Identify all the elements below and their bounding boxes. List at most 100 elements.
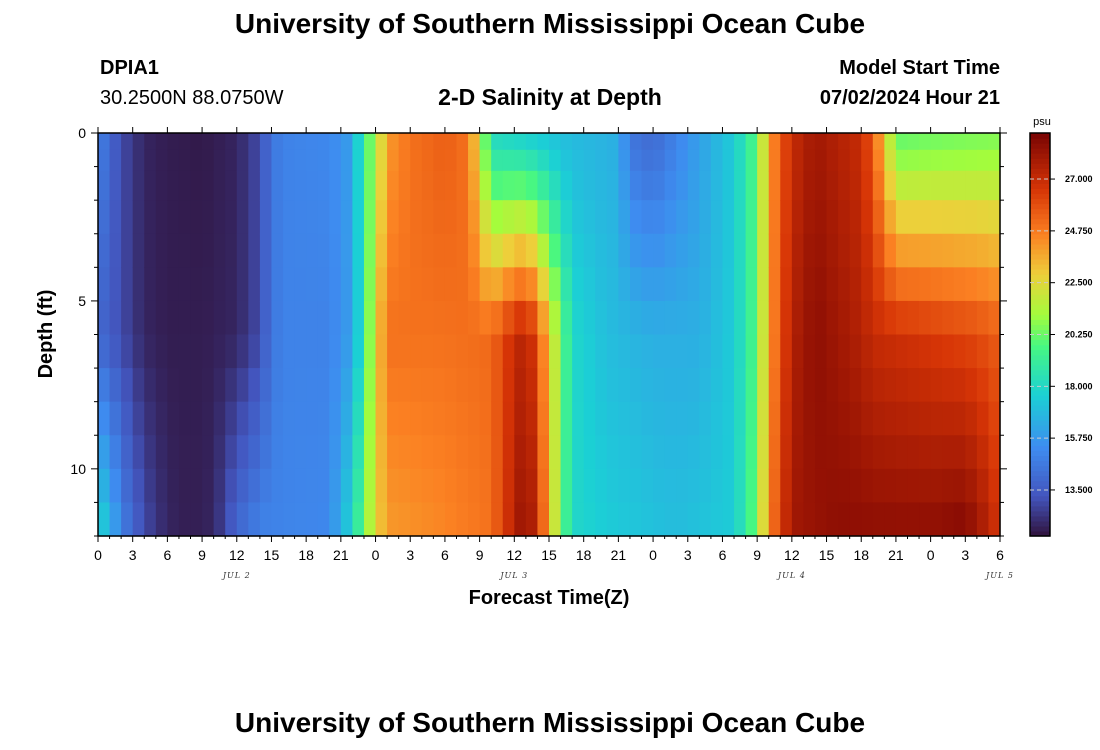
heatmap-cell: [849, 401, 862, 436]
heatmap-cell: [629, 435, 643, 470]
heatmap-cell: [826, 267, 839, 302]
heatmap-cell: [907, 334, 920, 369]
x-tick-label: 12: [507, 547, 523, 563]
heatmap-cell: [178, 502, 192, 537]
heatmap-cell: [953, 267, 966, 302]
heatmap-cell: [525, 267, 539, 302]
heatmap-cell: [699, 502, 712, 537]
heatmap-cell: [363, 233, 377, 268]
heatmap-cell: [641, 368, 654, 403]
heatmap-cell: [895, 401, 909, 436]
heatmap-cell: [132, 468, 145, 504]
heatmap-cell: [722, 401, 735, 436]
heatmap-cell: [606, 200, 619, 235]
heatmap-cell: [595, 435, 608, 470]
heatmap-cell: [618, 368, 631, 403]
heatmap-cell: [572, 368, 585, 403]
heatmap-cell: [849, 267, 862, 302]
heatmap-cell: [780, 334, 793, 369]
heatmap-cell: [549, 149, 562, 172]
heatmap-cell: [849, 468, 862, 504]
colorbar-segment: [1030, 405, 1050, 411]
heatmap-cell: [687, 149, 700, 172]
heatmap-cell: [479, 267, 492, 302]
colorbar-segment: [1030, 364, 1050, 371]
heatmap-cells: [98, 133, 1001, 537]
heatmap-cell: [953, 149, 966, 172]
heatmap-cell: [271, 200, 284, 235]
heatmap-cell: [884, 200, 897, 235]
heatmap-cell: [849, 435, 862, 470]
heatmap-cell: [98, 435, 111, 470]
heatmap-cell: [410, 435, 423, 470]
heatmap-cell: [687, 170, 700, 201]
heatmap-cell: [98, 300, 111, 336]
heatmap-cell: [549, 200, 562, 235]
heatmap-cell: [491, 170, 504, 201]
heatmap-cell: [629, 149, 643, 172]
heatmap-cell: [641, 502, 654, 537]
heatmap-cell: [410, 368, 423, 403]
heatmap-cell: [410, 334, 423, 369]
heatmap-cell: [375, 267, 388, 302]
heatmap-cell: [363, 200, 377, 235]
heatmap-cell: [155, 334, 168, 369]
heatmap-cell: [294, 502, 307, 537]
colorbar-segment: [1030, 263, 1050, 270]
heatmap-cell: [294, 401, 307, 436]
heatmap-cell: [213, 233, 226, 268]
heatmap-cell: [907, 368, 920, 403]
heatmap-cell: [225, 200, 238, 235]
colorbar-segment: [1030, 258, 1050, 265]
heatmap-cell: [965, 334, 978, 369]
heatmap-cell: [826, 368, 839, 403]
heatmap-cell: [502, 170, 515, 201]
heatmap-cell: [861, 401, 874, 436]
heatmap-cell: [340, 233, 354, 268]
heatmap-cell: [340, 502, 354, 537]
heatmap-cell: [167, 401, 180, 436]
heatmap-cell: [549, 435, 562, 470]
heatmap-cell: [132, 149, 145, 172]
heatmap-cell: [190, 267, 203, 302]
colorbar-segment: [1030, 425, 1050, 431]
heatmap-cell: [202, 334, 215, 369]
heatmap-cell: [664, 170, 677, 201]
station-name: DPIA1: [100, 57, 159, 79]
heatmap-cell: [144, 502, 157, 537]
colorbar-segment: [1030, 248, 1050, 255]
colorbar-segment: [1030, 133, 1050, 139]
heatmap-cell: [699, 334, 712, 369]
heatmap-cell: [329, 368, 342, 403]
heatmap-cell: [375, 133, 388, 151]
heatmap-cell: [560, 334, 573, 369]
heatmap-cell: [664, 435, 677, 470]
heatmap-cell: [965, 368, 978, 403]
heatmap-cell: [907, 170, 920, 201]
heatmap-cell: [791, 133, 805, 151]
heatmap-cell: [213, 170, 226, 201]
heatmap-cell: [930, 267, 943, 302]
heatmap-cell: [745, 435, 758, 470]
heatmap-cell: [352, 267, 365, 302]
heatmap-cell: [387, 233, 400, 268]
heatmap-cell: [641, 334, 654, 369]
heatmap-cell: [560, 300, 573, 336]
heatmap-cell: [710, 267, 724, 302]
heatmap-cell: [514, 300, 527, 336]
heatmap-cell: [213, 133, 226, 151]
heatmap-cell: [814, 300, 828, 336]
heatmap-cell: [884, 133, 897, 151]
heatmap-cell: [687, 401, 700, 436]
heatmap-cell: [734, 368, 747, 403]
heatmap-cell: [352, 435, 365, 470]
heatmap-cell: [780, 368, 793, 403]
heatmap-cell: [271, 334, 284, 369]
heatmap-cell: [629, 200, 643, 235]
heatmap-cell: [965, 233, 978, 268]
heatmap-cell: [572, 401, 585, 436]
heatmap-cell: [502, 200, 515, 235]
heatmap-cell: [583, 502, 596, 537]
heatmap-cell: [514, 435, 527, 470]
heatmap-cell: [121, 233, 134, 268]
